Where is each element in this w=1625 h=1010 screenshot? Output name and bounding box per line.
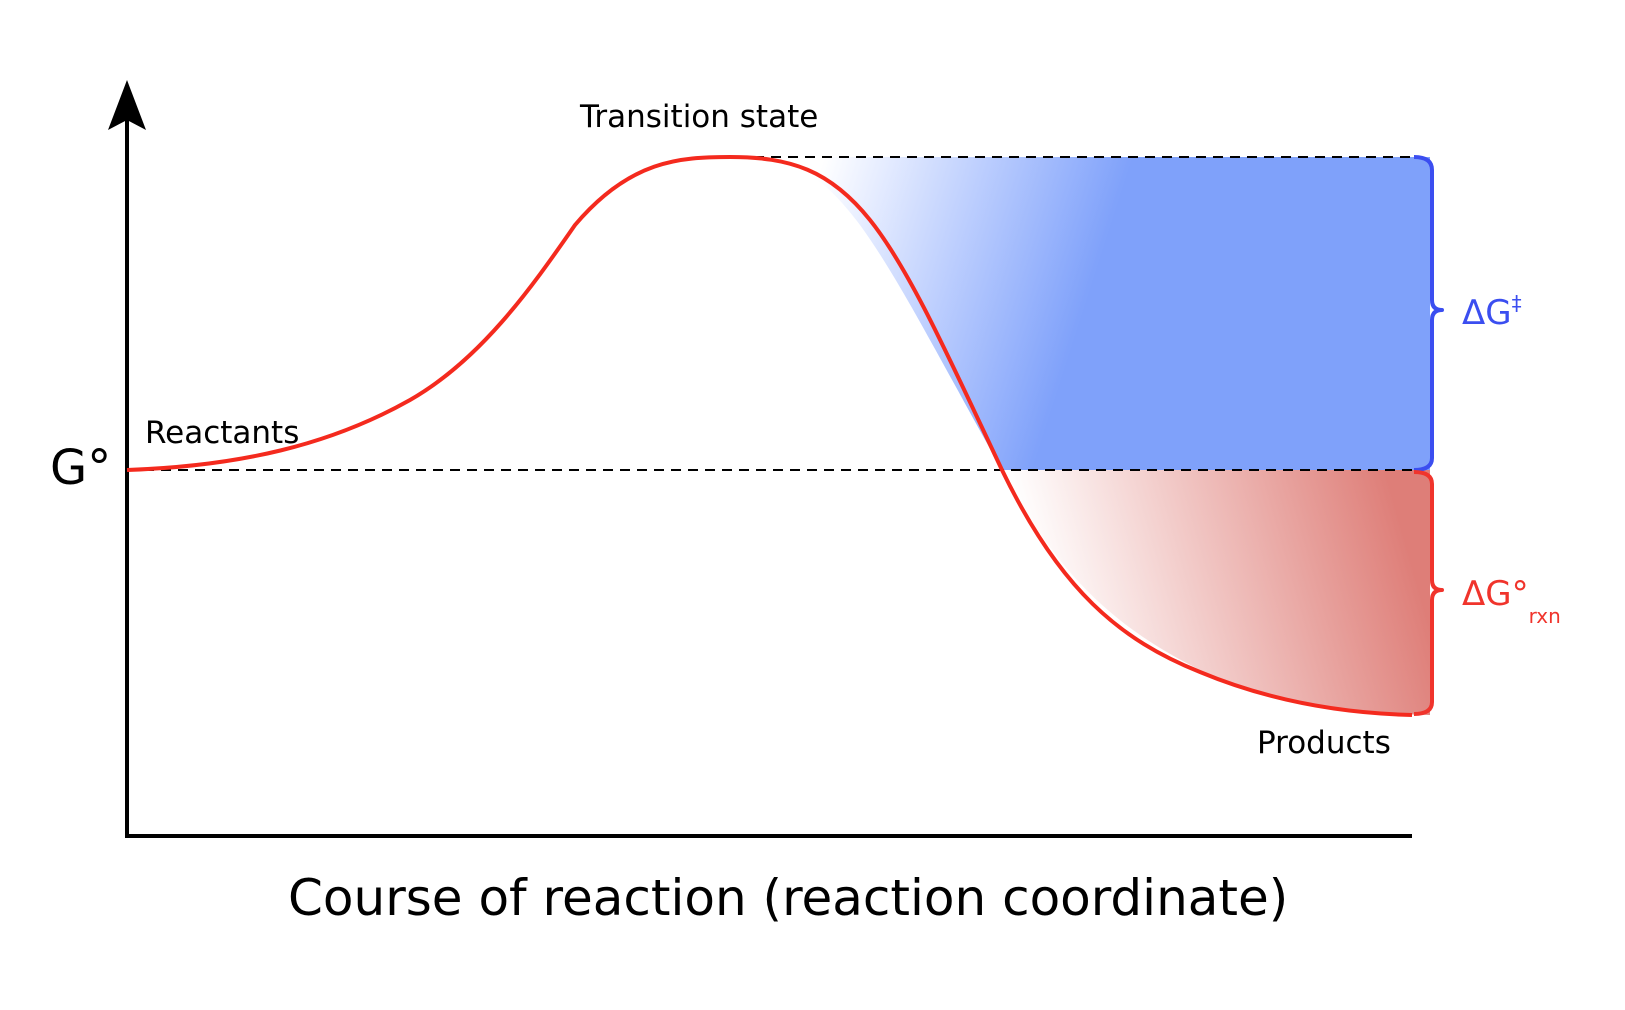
products-label: Products <box>1257 725 1391 761</box>
activation-energy-symbol: ΔG <box>1462 293 1512 333</box>
y-axis-label: G° <box>50 440 111 496</box>
reaction-energy-bracket <box>1413 470 1444 716</box>
y-axis-arrow-icon <box>108 80 146 130</box>
activation-energy-fill <box>760 157 1430 470</box>
transition-state-label: Transition state <box>579 99 818 135</box>
reaction-energy-symbol: ΔG° <box>1462 574 1529 614</box>
activation-energy-superscript: ‡ <box>1512 291 1522 315</box>
x-axis-label: Course of reaction (reaction coordinate) <box>288 869 1288 927</box>
reaction-energy-label: ΔG°rxn <box>1462 574 1561 628</box>
reaction-energy-subscript: rxn <box>1529 604 1561 628</box>
energy-curve <box>126 154 1413 717</box>
activation-energy-bracket <box>1413 155 1444 472</box>
reactants-label: Reactants <box>145 415 299 451</box>
reaction-energy-fill <box>1002 470 1430 715</box>
activation-energy-label: ΔG‡ <box>1462 291 1522 333</box>
